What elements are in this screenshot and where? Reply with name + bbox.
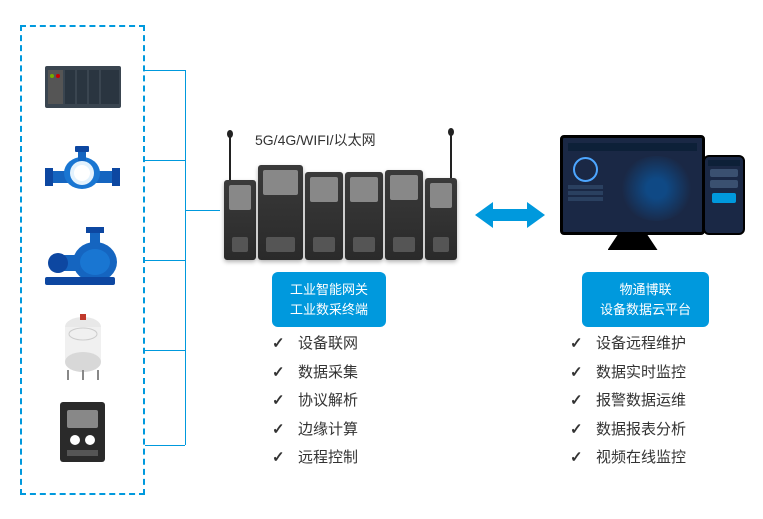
gateway-features-list: 设备联网 数据采集 协议解析 边缘计算 远程控制 — [272, 330, 358, 473]
conn-line-3 — [145, 260, 185, 261]
gateway-label-box: 工业智能网关 工业数采终端 — [272, 272, 386, 327]
cloud-label-line1: 物通博联 — [600, 280, 691, 300]
cloud-feature-item: 设备远程维护 — [570, 330, 686, 359]
flowmeter-device — [40, 138, 125, 208]
plc-device — [40, 51, 125, 121]
gateway-feature-item: 设备联网 — [272, 330, 358, 359]
phone-icon — [703, 155, 745, 235]
conn-line-2 — [145, 160, 185, 161]
tank-device — [40, 312, 125, 382]
network-label: 5G/4G/WIFI/以太网 — [255, 130, 376, 150]
monitor-map-icon — [619, 156, 694, 221]
gateway-label-line1: 工业智能网关 — [290, 280, 368, 300]
gateway-3 — [305, 172, 343, 260]
gateway-feature-item: 数据采集 — [272, 359, 358, 388]
meter-device — [40, 399, 125, 469]
antenna-2 — [450, 133, 452, 178]
gateway-feature-item: 协议解析 — [272, 387, 358, 416]
cloud-feature-item: 数据报表分析 — [570, 416, 686, 445]
phone-screen — [705, 157, 743, 211]
diagram-container: 5G/4G/WIFI/以太网 — [0, 0, 763, 519]
gateway-feature-item: 边缘计算 — [272, 416, 358, 445]
cloud-label-line2: 设备数据云平台 — [600, 300, 691, 320]
conn-line-1 — [145, 70, 185, 71]
monitor-group — [560, 135, 745, 265]
device-panel — [20, 25, 145, 495]
gateway-feature-item: 远程控制 — [272, 444, 358, 473]
gateway-cluster — [215, 150, 465, 260]
gateway-1 — [224, 180, 256, 260]
gateway-2 — [258, 165, 303, 260]
cloud-features-list: 设备远程维护 数据实时监控 报警数据运维 数据报表分析 视频在线监控 — [570, 330, 686, 473]
cloud-feature-item: 报警数据运维 — [570, 387, 686, 416]
double-arrow-icon — [475, 200, 545, 230]
gateway-4 — [345, 172, 383, 260]
antenna-1 — [229, 135, 231, 180]
monitor-icon — [560, 135, 705, 235]
gateway-label-line2: 工业数采终端 — [290, 300, 368, 320]
conn-line-5 — [145, 445, 185, 446]
gateway-6 — [425, 178, 457, 260]
conn-line-4 — [145, 350, 185, 351]
cloud-feature-item: 数据实时监控 — [570, 359, 686, 388]
gateway-5 — [385, 170, 423, 260]
cloud-feature-item: 视频在线监控 — [570, 444, 686, 473]
cloud-label-box: 物通博联 设备数据云平台 — [582, 272, 709, 327]
pump-device — [40, 225, 125, 295]
conn-vline — [185, 70, 186, 445]
